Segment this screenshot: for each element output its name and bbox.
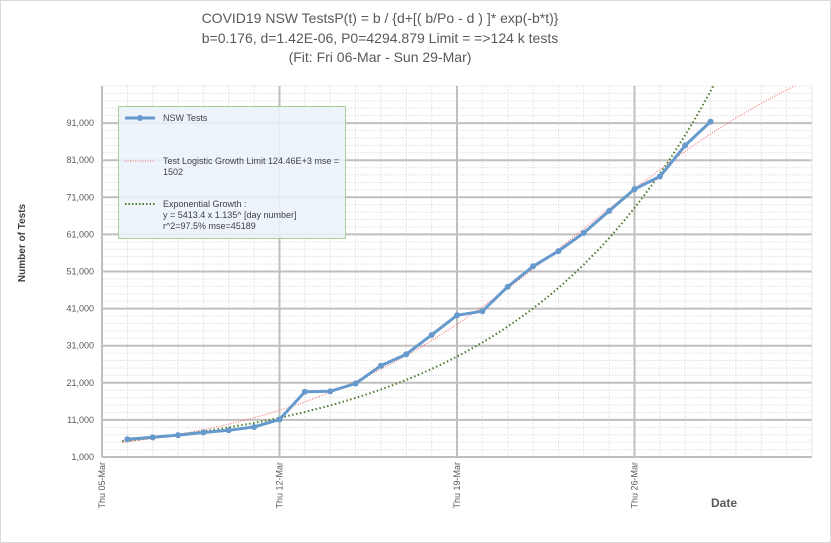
series-nsw-tests-point <box>428 331 435 338</box>
chart-legend: NSW Tests Test Logistic Growth Limit 124… <box>118 106 346 239</box>
series-nsw-tests-point <box>606 208 613 215</box>
y-axis-title: Number of Tests <box>17 203 28 282</box>
series-nsw-tests-point <box>327 388 334 395</box>
y-tick-label: 61,000 <box>66 229 94 239</box>
x-tick-label: Thu 26-Mar <box>630 462 640 509</box>
y-tick-label: 11,000 <box>67 415 94 425</box>
series-nsw-tests-point <box>352 380 359 387</box>
series-nsw-tests-point <box>251 423 258 430</box>
chart-title-line-3: (Fit: Fri 06-Mar - Sun 29-Mar) <box>288 49 472 65</box>
series-nsw-tests-point <box>175 432 182 439</box>
x-tick-label: Thu 05-Mar <box>97 462 107 509</box>
y-tick-label: 51,000 <box>66 267 94 277</box>
series-logistic-line <box>122 86 797 443</box>
x-tick-label: Thu 12-Mar <box>275 462 285 509</box>
x-tick-label: Thu 19-Mar <box>452 462 462 509</box>
series-nsw-tests-point <box>530 263 537 270</box>
legend-label-nsw-tests: NSW Tests <box>163 113 208 123</box>
y-tick-label: 21,000 <box>66 378 94 388</box>
y-tick-label: 41,000 <box>66 304 94 314</box>
series-nsw-tests-point <box>656 173 663 180</box>
x-axis-title: Date <box>711 496 737 510</box>
y-tick-label: 71,000 <box>66 192 94 202</box>
series-nsw-tests-point <box>124 436 131 443</box>
series-nsw-tests-point <box>403 351 410 358</box>
series-nsw-tests-point <box>301 388 308 395</box>
y-tick-label: 81,000 <box>66 155 94 165</box>
series-nsw-tests-point <box>200 429 207 436</box>
series-exponential-line <box>122 86 715 443</box>
legend-label-logistic: Test Logistic Growth Limit 124.46E+3 mse… <box>163 156 340 177</box>
legend-swatch-nsw-tests <box>125 115 155 121</box>
series-nsw-tests-line <box>127 120 712 441</box>
series-nsw-tests-point <box>555 248 562 255</box>
series-nsw-tests-point <box>504 283 511 290</box>
series-nsw-tests-point <box>479 308 486 315</box>
series-nsw-tests-point <box>682 142 689 149</box>
chart-title-line-1: COVID19 NSW TestsP(t) = b / {d+[( b/Po -… <box>201 10 559 26</box>
series-nsw-tests-point <box>149 434 156 441</box>
legend-swatch-logistic <box>125 160 155 162</box>
y-tick-label: 31,000 <box>66 341 94 351</box>
series-nsw-tests-point <box>276 416 283 423</box>
series-nsw-tests-point <box>377 362 384 369</box>
legend-swatch-exponential <box>125 203 155 205</box>
series-nsw-tests-point <box>454 312 460 319</box>
series-nsw-tests-point <box>580 229 587 236</box>
y-tick-label: 91,000 <box>66 118 94 128</box>
series-nsw-tests-point <box>707 118 714 125</box>
legend-label-exponential: Exponential Growth : y = 5413.4 x 1.135^… <box>163 199 343 232</box>
chart-title-line-2: b=0.176, d=1.42E-06, P0=4294.879 Limit =… <box>201 30 559 46</box>
y-tick-label: 1,000 <box>71 452 94 462</box>
legend-exp-name: Exponential Growth : <box>163 199 247 209</box>
series-nsw-tests-point <box>225 427 232 434</box>
legend-exp-formula: y = 5413.4 x 1.135^ [day number] <box>163 210 297 220</box>
series-nsw-tests-point <box>631 186 638 193</box>
legend-exp-stats: r^2=97.5% mse=45189 <box>163 221 256 231</box>
